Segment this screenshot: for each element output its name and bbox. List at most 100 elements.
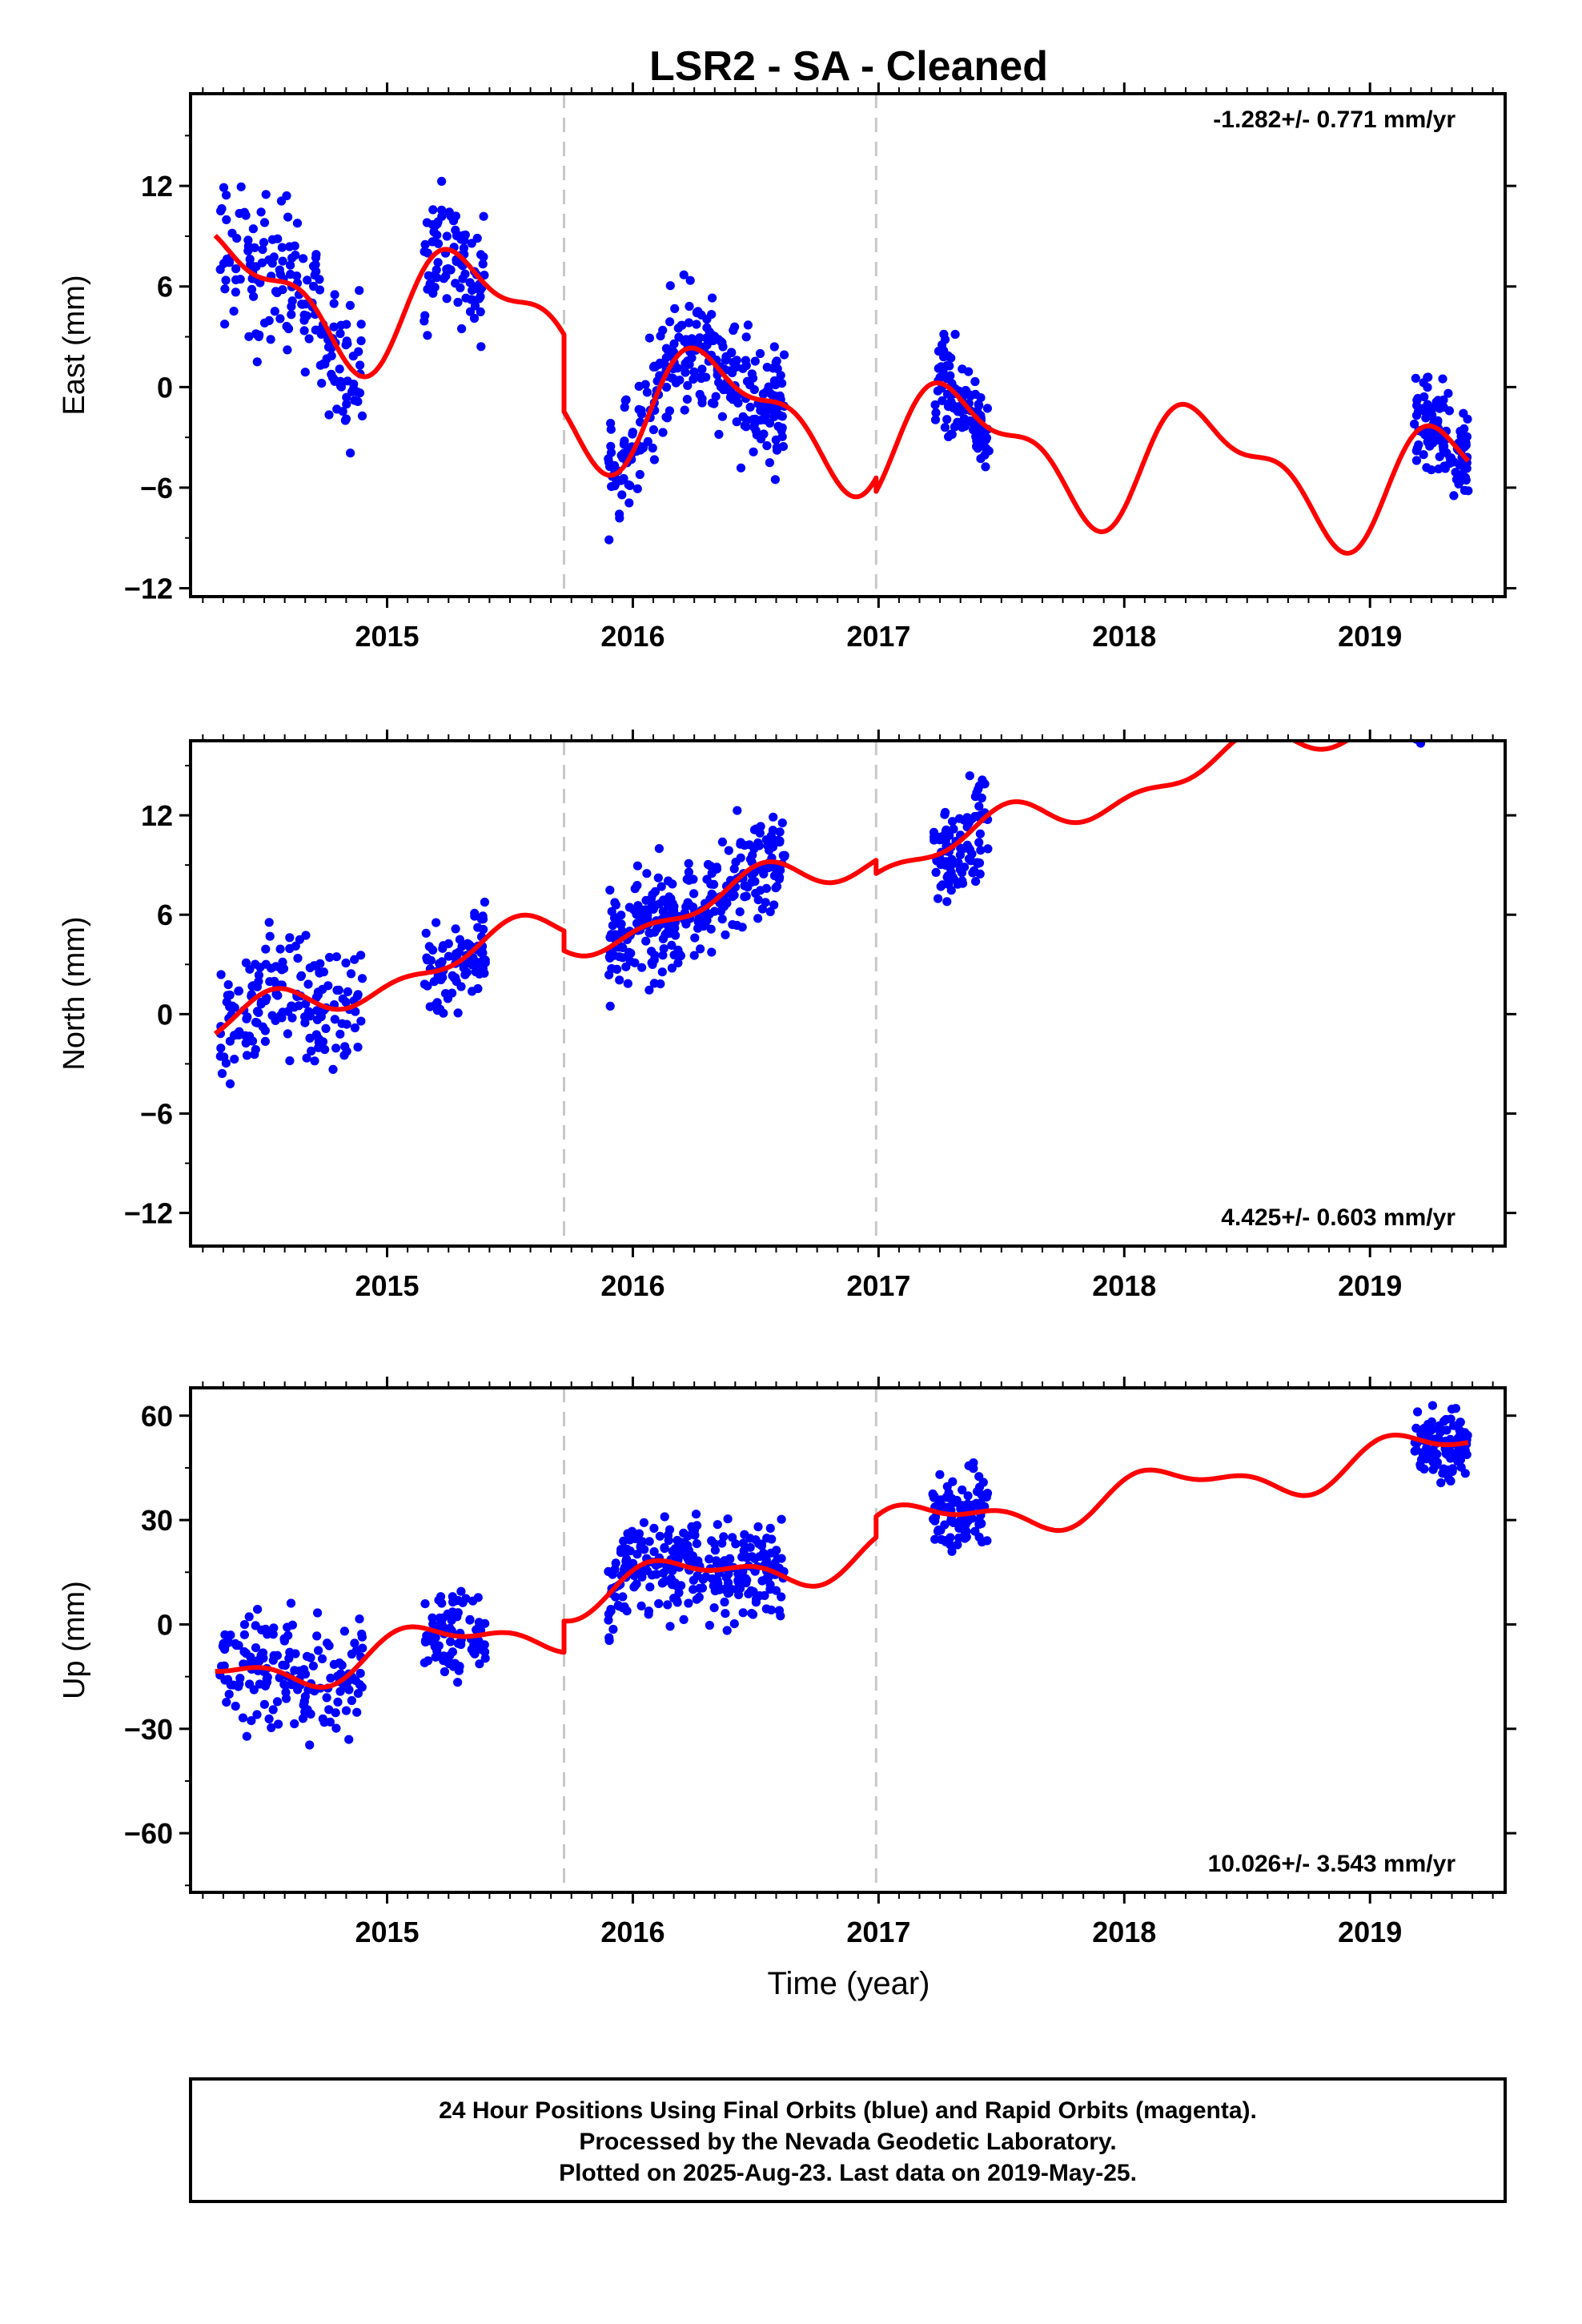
data-point [751,824,761,834]
data-point [606,424,616,434]
data-point [344,1735,354,1744]
data-point [777,1554,786,1563]
data-point [282,321,291,332]
data-point [714,378,724,388]
data-point [679,270,689,279]
x-tick-label: 2016 [600,620,665,653]
data-point [331,1043,341,1053]
data-point [713,1558,723,1568]
data-point [639,1518,649,1527]
data-point [449,973,460,983]
data-point [1431,1461,1440,1470]
data-point [284,1654,294,1663]
data-point [677,320,687,330]
data-point [286,269,295,279]
data-point [1458,669,1467,677]
data-point [744,1589,753,1598]
y-tick-label: 6 [157,899,173,931]
data-point [954,858,963,867]
data-point [271,287,281,296]
data-point [231,275,241,284]
data-point [307,1046,316,1056]
data-point [702,323,712,332]
data-point [779,350,789,360]
data-point [964,367,974,376]
data-point [461,1594,471,1603]
data-point [227,1001,237,1011]
data-point [275,269,285,279]
data-point [1456,1417,1465,1427]
data-point [1460,702,1469,711]
data-point [451,279,460,288]
x-axis-label: Time (year) [768,1966,930,2001]
data-point [255,330,264,340]
data-point [756,416,765,425]
data-point [465,278,475,287]
data-point [618,1603,628,1613]
data-point [224,1690,234,1699]
data-point [977,793,986,803]
data-point [684,1556,694,1566]
data-point [285,933,295,943]
data-point [949,824,958,834]
data-point [437,205,447,215]
data-point [695,333,705,343]
data-point [313,987,323,997]
data-point [266,335,275,344]
data-point [300,368,310,377]
data-point [439,941,448,951]
data-point [312,1006,322,1015]
data-point [421,928,431,938]
data-point [1460,698,1469,707]
data-point [654,1598,664,1609]
data-point [1456,712,1465,721]
data-point [422,218,432,227]
data-point [461,293,471,303]
data-point [607,907,616,916]
data-point [709,399,719,408]
rate-label: -1.282+/- 0.771 mm/yr [1213,107,1456,133]
data-point [702,915,712,925]
data-point [420,239,430,249]
data-point [713,335,723,344]
data-point [1414,440,1423,450]
data-point [1433,690,1442,698]
data-point [680,405,689,415]
data-point [955,407,965,416]
data-point [947,1546,957,1556]
x-tick-label: 2015 [355,620,419,653]
data-point [453,1678,463,1687]
data-point [315,285,325,295]
data-point [982,433,992,443]
data-point [940,423,950,432]
data-point [765,1580,775,1590]
data-point [708,1574,717,1584]
data-point [669,950,679,960]
data-point [353,1043,363,1052]
data-point [1443,388,1453,398]
data-point [649,455,660,464]
data-point [303,275,312,285]
data-point [1438,714,1447,722]
data-point [420,247,429,256]
data-point [1435,1421,1444,1430]
data-point [984,446,994,456]
data-point [244,1031,255,1041]
y-tick-label: −12 [124,573,173,605]
data-point [1422,705,1431,714]
data-point [1454,665,1463,673]
data-point [259,318,270,328]
data-point [969,425,978,435]
data-point [930,415,941,424]
data-point [268,1630,278,1639]
data-point [667,940,677,950]
data-point [743,320,753,330]
data-point [225,1036,235,1046]
data-point [1417,718,1426,726]
data-point [707,868,717,879]
data-point [631,1534,641,1543]
data-point [645,928,655,938]
data-point [1419,722,1428,731]
data-point [673,364,682,373]
data-point [1445,710,1454,719]
